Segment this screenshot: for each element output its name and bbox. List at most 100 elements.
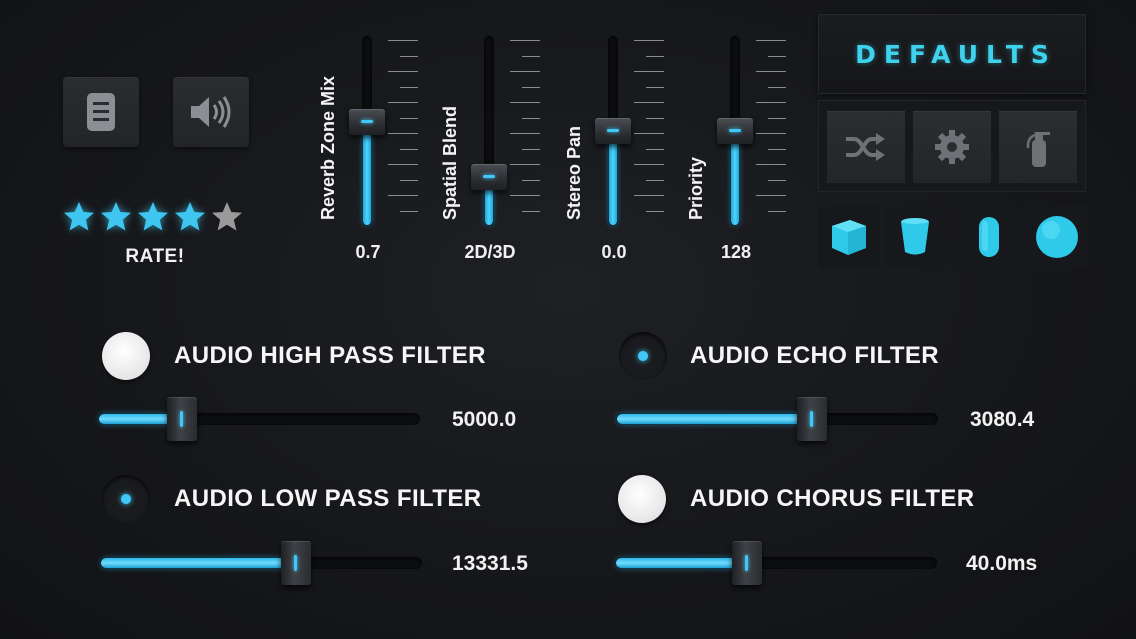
tick-mark: [510, 133, 540, 134]
low-pass-filter-toggle[interactable]: [102, 475, 150, 523]
slider-fill: [617, 414, 814, 424]
spatial-blend-slider[interactable]: Spatial Blend 2D/3D: [440, 28, 562, 262]
echo-filter-toggle[interactable]: [619, 332, 667, 380]
star-filled-icon[interactable]: [136, 200, 170, 234]
shuffle-icon: [846, 133, 885, 161]
slider-thumb[interactable]: [797, 397, 828, 441]
chorus-filter-value: 40.0ms: [966, 552, 1038, 575]
document-icon: [87, 93, 115, 131]
stereo-pan-thumb[interactable]: [595, 118, 631, 144]
slider-fill: [101, 558, 298, 568]
star-filled-icon[interactable]: [173, 200, 207, 234]
spatial-blend-track[interactable]: [484, 36, 494, 226]
high-pass-filter-slider[interactable]: [98, 396, 422, 441]
slider-fill: [616, 558, 749, 568]
reverb-zone-mix-thumb[interactable]: [349, 108, 385, 135]
tick-mark: [400, 148, 418, 150]
tick-mark: [400, 179, 418, 181]
tick-mark: [510, 102, 540, 103]
chorus-filter-toggle[interactable]: [618, 475, 666, 523]
stereo-pan-value: 0.0: [601, 242, 627, 262]
shape-cube-button[interactable]: [818, 206, 880, 268]
defaults-button[interactable]: DEFAULTS: [818, 14, 1086, 94]
reverb-zone-mix-value: 0.7: [355, 242, 381, 262]
tick-mark: [388, 195, 418, 196]
toggle-indicator: [121, 494, 131, 504]
shape-sphere-button[interactable]: [1026, 206, 1088, 268]
speaker-icon: [191, 96, 231, 128]
slider-fill: [99, 414, 183, 424]
capsule-icon: [979, 217, 999, 257]
slider-thumb[interactable]: [732, 541, 763, 585]
rate-label[interactable]: RATE!: [125, 246, 185, 267]
star-empty-icon[interactable]: [210, 200, 244, 234]
tick-mark: [756, 164, 786, 165]
tick-mark: [400, 55, 418, 57]
tick-mark: [400, 117, 418, 119]
settings-button[interactable]: [913, 111, 991, 183]
stereo-pan-fill: [609, 131, 617, 225]
tick-mark: [388, 133, 418, 134]
tick-mark: [510, 164, 540, 165]
reverb-zone-mix-label: Reverb Zone Mix: [318, 75, 338, 220]
fire-extinguisher-icon: [1026, 132, 1050, 167]
high-pass-filter-toggle[interactable]: [102, 332, 150, 380]
spatial-blend-fill: [485, 176, 493, 225]
tick-mark: [400, 210, 418, 212]
tick-mark: [768, 117, 786, 119]
spatial-blend-thumb[interactable]: [471, 163, 507, 190]
slider-thumb[interactable]: [281, 541, 312, 585]
tick-mark: [634, 195, 664, 196]
sound-button[interactable]: [173, 77, 249, 147]
reset-button[interactable]: [999, 111, 1077, 183]
tick-mark: [768, 86, 786, 88]
tools-panel: [818, 100, 1086, 192]
low-pass-filter-slider[interactable]: [100, 540, 424, 585]
tick-mark: [522, 117, 540, 119]
cup-icon: [901, 218, 929, 255]
priority-ticks: [754, 40, 786, 224]
stereo-pan-label: Stereo Pan: [564, 125, 584, 220]
tick-mark: [756, 71, 786, 72]
sphere-icon: [1036, 216, 1078, 258]
tick-mark: [646, 148, 664, 150]
shape-capsule-button[interactable]: [958, 206, 1020, 268]
echo-filter-value: 3080.4: [970, 408, 1035, 431]
tick-mark: [646, 117, 664, 119]
spatial-blend-value: 2D/3D: [464, 242, 516, 262]
toggle-indicator: [638, 351, 648, 361]
low-pass-filter-value: 13331.5: [452, 552, 528, 575]
tick-mark: [756, 102, 786, 103]
reverb-zone-mix-ticks: [386, 40, 418, 224]
star-rating[interactable]: [62, 200, 248, 244]
priority-label: Priority: [686, 156, 706, 220]
cube-icon: [832, 220, 866, 255]
tick-mark: [646, 210, 664, 212]
stereo-pan-slider[interactable]: Stereo Pan 0.0: [564, 28, 686, 262]
tick-mark: [634, 71, 664, 72]
shape-cup-button[interactable]: [884, 206, 946, 268]
priority-slider[interactable]: Priority 128: [686, 28, 808, 262]
star-filled-icon[interactable]: [99, 200, 133, 234]
tick-mark: [388, 40, 418, 41]
echo-filter-slider[interactable]: [616, 396, 940, 441]
notes-button[interactable]: [63, 77, 139, 147]
star-filled-icon[interactable]: [62, 200, 96, 234]
chorus-filter-slider[interactable]: [615, 540, 939, 585]
tick-mark: [634, 164, 664, 165]
tick-mark: [510, 71, 540, 72]
shuffle-button[interactable]: [827, 111, 905, 183]
stereo-pan-ticks: [632, 40, 664, 224]
tick-mark: [388, 102, 418, 103]
priority-value: 128: [720, 242, 752, 262]
slider-thumb[interactable]: [166, 397, 197, 441]
defaults-label: DEFAULTS: [855, 39, 1057, 69]
tick-mark: [510, 40, 540, 41]
tick-mark: [756, 40, 786, 41]
tick-mark: [522, 210, 540, 212]
high-pass-filter-value: 5000.0: [452, 408, 517, 431]
priority-thumb[interactable]: [717, 118, 753, 144]
reverb-zone-mix-slider[interactable]: Reverb Zone Mix 0.7: [318, 28, 440, 262]
gear-icon: [935, 130, 969, 164]
tick-mark: [388, 71, 418, 72]
